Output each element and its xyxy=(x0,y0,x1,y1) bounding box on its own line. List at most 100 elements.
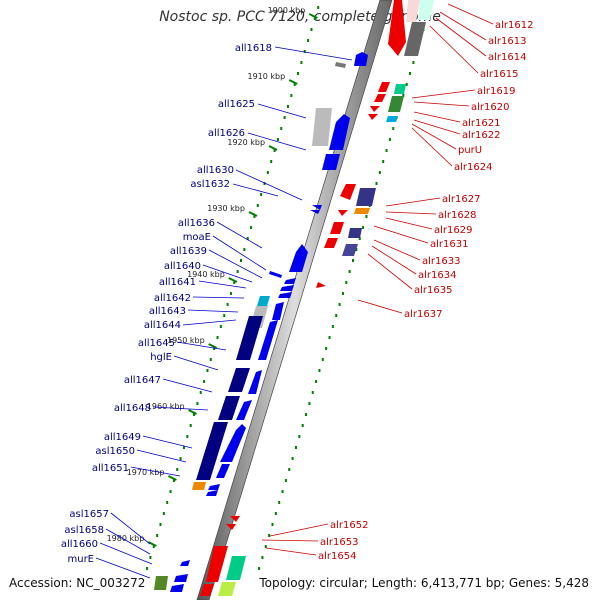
gene-label[interactable]: alr1653 xyxy=(320,537,358,548)
gene-block[interactable] xyxy=(278,292,292,298)
gene-label[interactable]: alr1628 xyxy=(438,210,476,221)
gene-block[interactable] xyxy=(192,482,206,490)
gene-label[interactable]: all1648 xyxy=(114,403,151,414)
gene-block[interactable] xyxy=(280,285,294,291)
gene-label[interactable]: all1641 xyxy=(159,277,196,288)
gene-label[interactable]: alr1634 xyxy=(418,270,456,281)
gene-label[interactable]: all1649 xyxy=(104,432,141,443)
gene-label[interactable]: alr1627 xyxy=(442,194,480,205)
gene-block[interactable] xyxy=(329,114,350,150)
gene-label[interactable]: alr1654 xyxy=(318,551,356,562)
gene-label[interactable]: alr1635 xyxy=(414,285,452,296)
gene-label[interactable]: all1618 xyxy=(235,43,272,54)
gene-block[interactable] xyxy=(418,0,434,20)
gene-block[interactable] xyxy=(218,582,236,596)
gene-label[interactable]: alr1652 xyxy=(330,520,368,531)
gene-block[interactable] xyxy=(404,22,426,56)
gene-block[interactable] xyxy=(230,516,240,522)
gene-label[interactable]: asl1650 xyxy=(95,446,135,457)
gene-block[interactable] xyxy=(236,316,263,360)
gene-block[interactable] xyxy=(370,106,380,112)
gene-block[interactable] xyxy=(322,154,340,170)
gene-block[interactable] xyxy=(310,210,320,214)
gene-block[interactable] xyxy=(206,546,228,582)
gene-block[interactable] xyxy=(356,188,376,206)
gene-block[interactable] xyxy=(335,62,346,68)
gene-label[interactable]: hglE xyxy=(150,352,172,363)
gene-label[interactable]: alr1619 xyxy=(477,86,515,97)
gene-label[interactable]: alr1614 xyxy=(488,52,526,63)
gene-block[interactable] xyxy=(170,584,184,592)
gene-label[interactable]: all1645 xyxy=(138,338,175,349)
gene-block[interactable] xyxy=(220,424,246,462)
gene-block[interactable] xyxy=(312,108,332,146)
gene-block[interactable] xyxy=(342,244,358,256)
gene-label[interactable]: alr1613 xyxy=(488,36,526,47)
gene-label[interactable]: all1642 xyxy=(154,293,191,304)
gene-block[interactable] xyxy=(196,422,228,480)
gene-label[interactable]: alr1624 xyxy=(454,162,492,173)
gene-label[interactable]: asl1632 xyxy=(190,179,230,190)
gene-block[interactable] xyxy=(312,205,322,210)
gene-block[interactable] xyxy=(200,584,214,596)
gene-block[interactable] xyxy=(174,574,188,582)
gene-block[interactable] xyxy=(258,320,278,360)
gene-block[interactable] xyxy=(289,244,308,272)
gene-block[interactable] xyxy=(378,82,390,92)
gene-label[interactable]: all1651 xyxy=(92,463,129,474)
gene-block[interactable] xyxy=(257,296,270,306)
gene-label[interactable]: alr1621 xyxy=(462,118,500,129)
gene-block[interactable] xyxy=(154,576,168,590)
gene-block[interactable] xyxy=(348,228,362,238)
gene-label[interactable]: purU xyxy=(458,145,482,156)
gene-label[interactable]: alr1620 xyxy=(471,102,509,113)
gene-block[interactable] xyxy=(388,0,406,56)
gene-block[interactable] xyxy=(330,222,344,234)
gene-block[interactable] xyxy=(216,464,230,478)
gene-block[interactable] xyxy=(248,370,262,394)
gene-block[interactable] xyxy=(394,84,406,94)
gene-label[interactable]: alr1637 xyxy=(404,309,442,320)
gene-label[interactable]: all1640 xyxy=(164,261,201,272)
gene-block[interactable] xyxy=(218,396,240,420)
gene-block[interactable] xyxy=(180,560,190,566)
gene-label[interactable]: alr1633 xyxy=(422,256,460,267)
gene-label[interactable]: all1647 xyxy=(124,375,161,386)
gene-label[interactable]: moaE xyxy=(183,232,211,243)
gene-label[interactable]: all1626 xyxy=(208,128,245,139)
gene-label[interactable]: all1660 xyxy=(61,539,98,550)
gene-label[interactable]: alr1612 xyxy=(495,20,533,31)
gene-block[interactable] xyxy=(206,490,218,496)
gene-block[interactable] xyxy=(284,278,296,284)
gene-block[interactable] xyxy=(228,368,250,392)
gene-block[interactable] xyxy=(354,208,370,214)
gene-label[interactable]: asl1658 xyxy=(64,525,104,536)
gene-label[interactable]: alr1629 xyxy=(434,225,472,236)
gene-block[interactable] xyxy=(324,238,338,248)
gene-block[interactable] xyxy=(269,271,282,278)
gene-block[interactable] xyxy=(226,524,236,530)
gene-block[interactable] xyxy=(226,556,246,580)
gene-label[interactable]: all1643 xyxy=(149,306,186,317)
gene-block[interactable] xyxy=(374,94,386,102)
gene-label[interactable]: all1644 xyxy=(144,320,181,331)
gene-label[interactable]: all1625 xyxy=(218,99,255,110)
gene-label[interactable]: alr1622 xyxy=(462,130,500,141)
gene-block[interactable] xyxy=(368,114,378,120)
gene-block[interactable] xyxy=(316,282,326,288)
gene-block[interactable] xyxy=(386,116,398,122)
gene-label[interactable]: all1630 xyxy=(197,165,234,176)
gene-block[interactable] xyxy=(272,302,284,320)
gene-label[interactable]: alr1615 xyxy=(480,69,518,80)
gene-label[interactable]: alr1631 xyxy=(430,239,468,250)
gene-label[interactable]: all1636 xyxy=(178,218,215,229)
gene-label[interactable]: asl1657 xyxy=(69,509,109,520)
gene-block[interactable] xyxy=(236,400,252,420)
gene-block[interactable] xyxy=(338,210,348,216)
gene-block[interactable] xyxy=(340,184,356,200)
gene-block[interactable] xyxy=(208,484,220,490)
gene-block[interactable] xyxy=(354,52,368,66)
gene-block[interactable] xyxy=(406,0,420,22)
gene-label[interactable]: murE xyxy=(67,554,94,565)
gene-label[interactable]: all1639 xyxy=(170,246,207,257)
